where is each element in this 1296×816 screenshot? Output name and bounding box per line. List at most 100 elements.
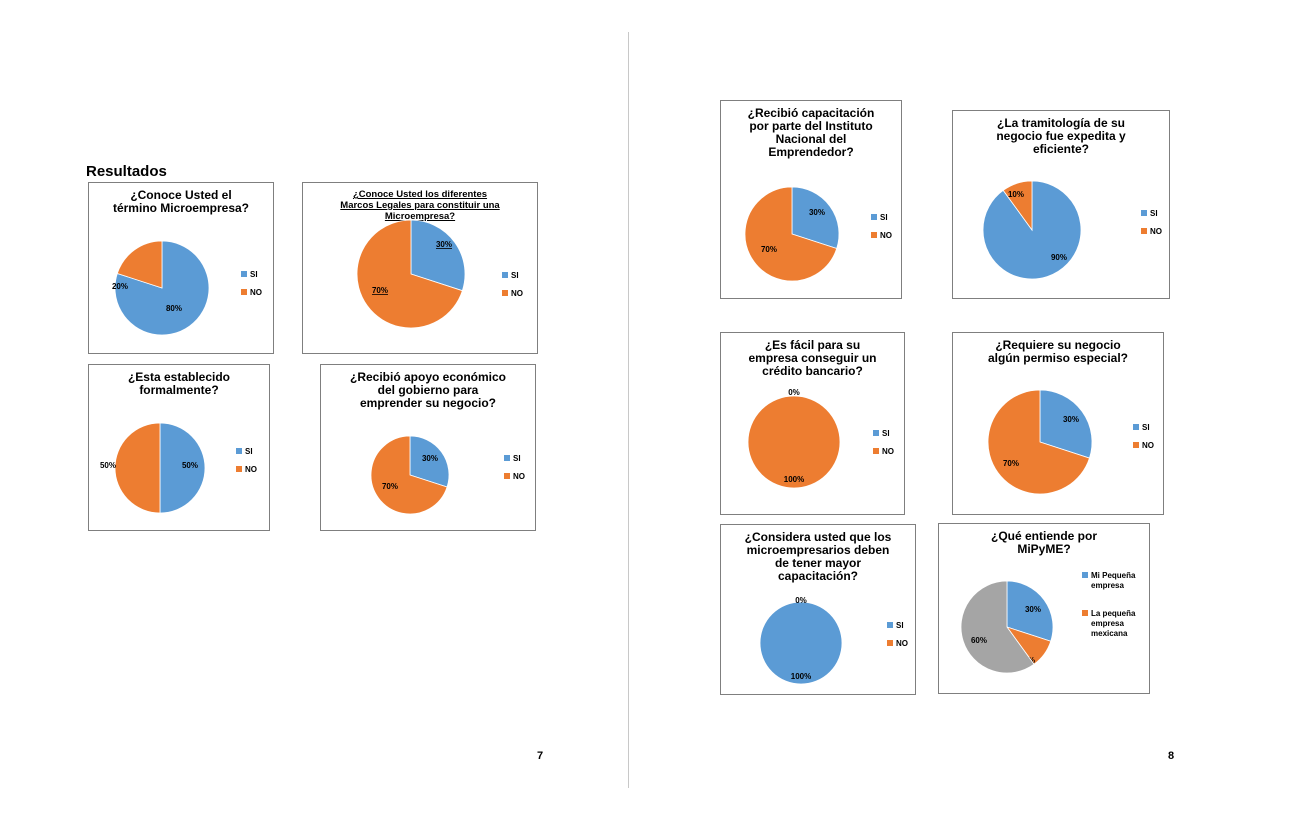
chart-title: ¿La tramitología de su negocio fue exped… (996, 116, 1126, 156)
pie-slice-si (791, 186, 840, 250)
legend-swatch (1141, 210, 1147, 216)
pie-svg: 0% 100% SI NO (747, 388, 894, 489)
data-label: 70% (382, 482, 398, 491)
pie-svg: 90% 10% SI NO (982, 180, 1162, 280)
legend-swatch (873, 448, 879, 454)
legend-item: NO (1141, 227, 1162, 236)
legend-label: NO (896, 639, 908, 648)
data-label: 100% (784, 475, 804, 484)
legend-label: NO (513, 472, 525, 481)
legend-swatch (1133, 424, 1139, 430)
data-label: 90% (1051, 253, 1067, 262)
chart-title: ¿Requiere su negocio algún permiso espec… (987, 338, 1129, 365)
pie-chart-permiso-especial: ¿Requiere su negocio algún permiso espec… (952, 332, 1164, 515)
legend-label: SI (250, 270, 258, 279)
chart-title: ¿Qué entiende por MiPyME? (990, 529, 1097, 556)
pie-svg: 30% 70% SI NO (987, 389, 1154, 495)
pie-slice-no (356, 219, 463, 329)
legend-label: NO (250, 288, 262, 297)
pie-slice-si (159, 422, 206, 514)
pie-chart-mipyme: ¿Qué entiende por MiPyME? 30%10%60%Mi Pe… (938, 523, 1150, 694)
pie-chart-apoyo-economico: ¿Recibió apoyo económico del gobierno pa… (320, 364, 536, 531)
legend-swatch (502, 272, 508, 278)
pie-chart-credito-bancario: ¿Es fácil para su empresa conseguir un c… (720, 332, 905, 515)
legend-label: SI (882, 429, 890, 438)
data-label: 30% (1025, 605, 1041, 614)
page-number-right: 8 (1168, 750, 1175, 762)
legend-label: SI (1150, 209, 1158, 218)
legend-label: Mi Pequeña (1091, 571, 1136, 580)
section-title: Resultados (86, 163, 167, 180)
pie-svg: 30% 70% SI NO (744, 186, 892, 282)
pie-svg: 30% 70% SI NO (356, 219, 523, 329)
legend-label: SI (513, 454, 521, 463)
chart-title: ¿Conoce Usted el término Microempresa? (112, 188, 250, 215)
pie-slice-no (370, 435, 448, 515)
chart-title: ¿Recibió apoyo económico del gobierno pa… (349, 370, 507, 410)
legend-swatch (502, 290, 508, 296)
legend-item: SI (502, 271, 519, 280)
legend-swatch (871, 214, 877, 220)
legend-item: NO (502, 289, 523, 298)
legend-item: SI (1141, 209, 1158, 218)
data-label: 50% (182, 461, 198, 470)
legend-item: NO (1133, 441, 1154, 450)
pie-slice-si (410, 219, 466, 292)
data-label: 60% (971, 636, 987, 645)
data-label: 70% (372, 286, 388, 295)
page-divider (628, 32, 629, 788)
pie-slice-no (116, 240, 163, 289)
page-number-left: 7 (537, 750, 544, 762)
chart-title: ¿Es fácil para su empresa conseguir un c… (748, 338, 877, 378)
legend-swatch (1133, 442, 1139, 448)
pie-chart-tramitologia: ¿La tramitología de su negocio fue exped… (952, 110, 1170, 299)
chart-title: ¿Recibió capacitación por parte del Inst… (747, 106, 875, 159)
legend-item: NO (873, 447, 894, 456)
legend-label: La pequeña (1091, 609, 1136, 618)
pie-slice-no (747, 395, 841, 489)
data-label: 50% (100, 461, 116, 470)
data-label: 0% (788, 388, 800, 397)
legend-item: SI (873, 429, 890, 438)
legend-label: NO (245, 465, 257, 474)
legend-item: SI (1133, 423, 1150, 432)
legend-swatch (873, 430, 879, 436)
pie-slice-si (1039, 389, 1093, 459)
legend-label: SI (896, 621, 904, 630)
pie-svg: 30% 70% SI NO (370, 435, 525, 515)
legend-swatch (241, 289, 247, 295)
legend-item: NO (504, 472, 525, 481)
legend-label: empresa (1091, 581, 1124, 590)
pie-slice-no (114, 422, 161, 514)
legend-item: NO (236, 465, 257, 474)
chart-title: ¿Considera usted que los microempresario… (744, 530, 892, 583)
pie-slice-other (960, 580, 1035, 674)
data-label: 80% (166, 304, 182, 313)
legend-item: SI (887, 621, 904, 630)
pie-slice-no (1002, 180, 1033, 232)
pie-slice-no (744, 186, 838, 282)
legend-label: NO (511, 289, 523, 298)
pie-chart-establecido-formalmente: ¿Esta establecido formalmente? 50% 50% SI N… (88, 364, 270, 531)
legend-label: mexicana (1091, 629, 1128, 638)
pie-slice-no (987, 389, 1090, 495)
legend-label: SI (511, 271, 519, 280)
legend-label: SI (1142, 423, 1150, 432)
legend-swatch (236, 448, 242, 454)
legend-label: SI (880, 213, 888, 222)
legend-label: empresa (1091, 619, 1124, 628)
pie-slice-mi-peque-a-empresa (1006, 580, 1054, 642)
data-label: 30% (436, 240, 452, 249)
legend-swatch (1082, 572, 1088, 578)
legend-item: SI (504, 454, 521, 463)
legend-swatch (887, 622, 893, 628)
legend-swatch (871, 232, 877, 238)
legend-label: NO (882, 447, 894, 456)
legend-swatch (504, 455, 510, 461)
legend-item: SI (241, 270, 258, 279)
data-label: 70% (761, 245, 777, 254)
data-label: 10% (1008, 190, 1024, 199)
data-label: 70% (1003, 459, 1019, 468)
